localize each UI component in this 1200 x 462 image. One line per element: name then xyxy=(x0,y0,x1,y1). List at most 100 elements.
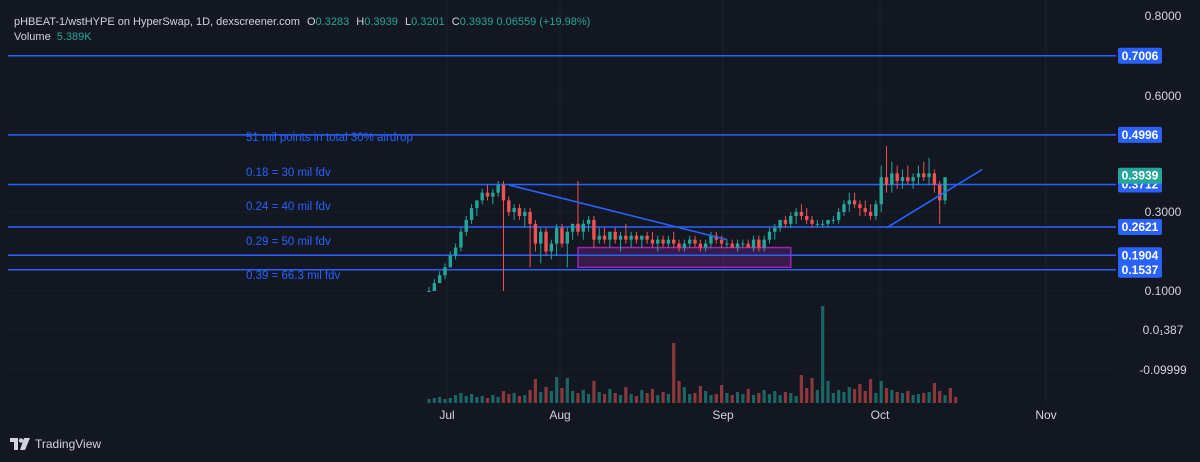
volume-bar xyxy=(751,395,756,403)
volume-bar xyxy=(539,392,543,403)
volume-bar xyxy=(890,390,894,403)
candle-body xyxy=(900,177,905,182)
volume-bar xyxy=(916,394,921,403)
volume-bar xyxy=(592,381,596,403)
volume-bar xyxy=(629,394,633,403)
volume-bar xyxy=(704,391,708,403)
volume-bar xyxy=(868,379,873,403)
volume-tick-label: -0.09999 xyxy=(1139,363,1187,377)
x-tick-label: Oct xyxy=(871,408,890,422)
candle-body xyxy=(480,192,484,201)
candle-body xyxy=(794,212,798,216)
level-price-label: 0.7006 xyxy=(1122,49,1159,63)
volume-bar xyxy=(884,388,889,403)
volume-bar xyxy=(454,395,458,403)
volume-bar xyxy=(789,393,793,403)
candle-body xyxy=(746,243,750,248)
volume-bar xyxy=(560,388,564,403)
candle-body xyxy=(512,208,516,212)
grid-lines xyxy=(8,0,1115,405)
y-tick-label: 0.1000 xyxy=(1145,284,1182,298)
candle-body xyxy=(453,247,458,256)
volume-bar xyxy=(847,387,851,403)
candle-body xyxy=(831,219,836,221)
volume-bar xyxy=(602,394,607,403)
annotation-line: 0.24 = 40 mil fdv xyxy=(246,201,331,213)
candle-body xyxy=(852,200,857,205)
candle-body xyxy=(826,219,830,224)
candle-body xyxy=(847,200,851,205)
volume-bar xyxy=(597,392,601,403)
candle-body xyxy=(597,235,601,240)
candle-body xyxy=(810,219,814,224)
volume-bar xyxy=(805,388,809,403)
candle-body xyxy=(666,239,671,244)
candle-body xyxy=(618,235,623,240)
candle-body xyxy=(799,212,804,216)
candle-body xyxy=(836,212,841,220)
candle-body xyxy=(448,255,452,268)
candle-body xyxy=(544,231,548,252)
candle-body xyxy=(491,192,495,197)
tradingview-branding[interactable]: TradingView xyxy=(10,437,101,451)
candle-body xyxy=(911,177,915,182)
candle-body xyxy=(624,235,628,240)
volume-bar xyxy=(773,391,777,403)
candle-body xyxy=(549,243,554,252)
level-price-badge xyxy=(1118,126,1162,143)
tradingview-label: TradingView xyxy=(35,437,102,451)
candle-body xyxy=(767,231,772,240)
volume-bar xyxy=(677,381,681,403)
volume-bar xyxy=(730,395,734,403)
volume-bar xyxy=(475,397,479,403)
volume-bar xyxy=(571,391,575,403)
volume-bar xyxy=(587,394,591,403)
candle-body xyxy=(469,208,474,220)
volume-tick-label: 0.0₁387 xyxy=(1143,323,1184,337)
candle-body xyxy=(863,208,867,212)
volume-bar xyxy=(874,393,878,403)
volume-bar xyxy=(427,399,431,403)
candle-body xyxy=(805,215,809,220)
candle-body xyxy=(693,239,697,244)
volume-bar xyxy=(895,392,899,403)
candle-body xyxy=(789,215,793,224)
volume-bar xyxy=(922,393,926,403)
volume-bar xyxy=(693,393,697,403)
volume-bar xyxy=(932,383,936,403)
volume-bar xyxy=(507,394,511,403)
volume-bar xyxy=(735,392,740,403)
volume-bar xyxy=(640,390,644,403)
candles xyxy=(427,146,947,292)
candle-body xyxy=(517,208,522,216)
candle-body xyxy=(645,235,649,240)
volume-bar xyxy=(432,398,436,403)
candle-body xyxy=(757,239,761,248)
volume-bar xyxy=(762,390,766,403)
volume-bar xyxy=(954,397,958,403)
candle-body xyxy=(570,223,575,232)
volume-bar xyxy=(501,391,506,403)
candle-body xyxy=(672,239,676,244)
candle-body xyxy=(730,243,734,248)
low-key: L xyxy=(404,16,412,28)
volume-bar xyxy=(879,381,883,403)
candle-body xyxy=(938,184,942,201)
volume-bar xyxy=(650,389,655,403)
volume-bar xyxy=(645,393,649,403)
candle-body xyxy=(459,231,463,248)
candle-body xyxy=(602,235,607,240)
volume-bar xyxy=(720,385,724,403)
volume-bar xyxy=(464,396,468,403)
candle-body xyxy=(528,212,532,224)
level-price-badge xyxy=(1118,47,1162,64)
candle-body xyxy=(916,173,921,178)
candle-body xyxy=(725,243,729,245)
open-value: 0.3283 xyxy=(315,16,350,28)
volume-bar xyxy=(672,343,676,403)
level-price-label: 0.2621 xyxy=(1122,220,1159,234)
volume-bar xyxy=(938,391,942,403)
candle-body xyxy=(437,275,442,284)
